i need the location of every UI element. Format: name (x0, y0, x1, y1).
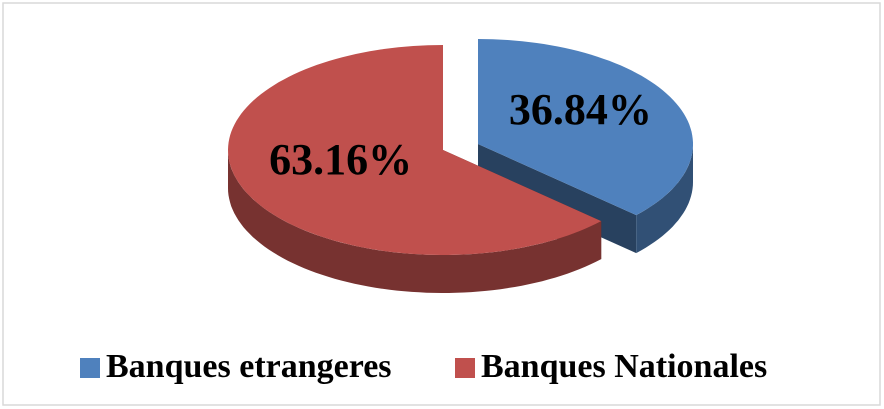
legend-swatch (80, 358, 100, 378)
slice (228, 45, 602, 255)
slice (478, 39, 693, 216)
legend-swatch (455, 358, 475, 378)
legend-label: Banques Nationales (481, 348, 767, 385)
data-label: 36.84% (509, 85, 652, 134)
data-label: 63.16% (269, 135, 412, 184)
slice-side (228, 150, 602, 293)
legend-label: Banques etrangeres (106, 348, 392, 385)
slice-side (636, 144, 693, 254)
